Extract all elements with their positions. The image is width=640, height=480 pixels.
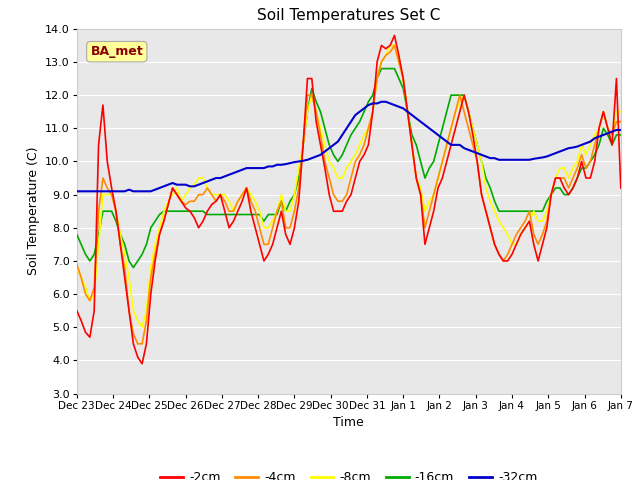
X-axis label: Time: Time (333, 416, 364, 429)
Title: Soil Temperatures Set C: Soil Temperatures Set C (257, 9, 440, 24)
Legend: -2cm, -4cm, -8cm, -16cm, -32cm: -2cm, -4cm, -8cm, -16cm, -32cm (156, 467, 542, 480)
Text: BA_met: BA_met (90, 45, 143, 58)
Y-axis label: Soil Temperature (C): Soil Temperature (C) (26, 147, 40, 276)
